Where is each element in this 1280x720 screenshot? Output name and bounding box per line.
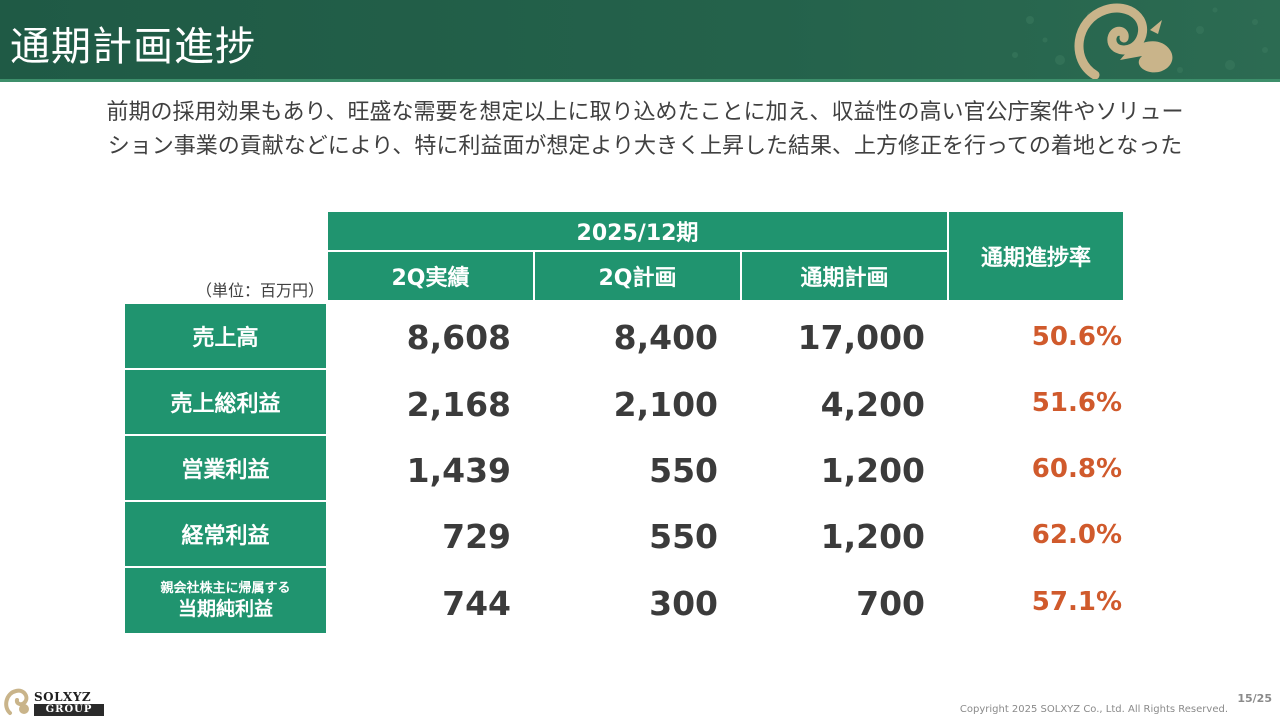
unit-label: （単位：百万円）	[196, 281, 325, 300]
page-number: 15/25	[1237, 692, 1272, 705]
row-label-ordinary-profit: 経常利益	[125, 502, 326, 566]
copyright: Copyright 2025 SOLXYZ Co., Ltd. All Righ…	[959, 704, 1228, 715]
cell-gross-plan-full: 4,200	[820, 385, 925, 424]
lead-line-2: ション事業の貢献などにより、特に利益面が想定より大きく上昇した結果、上方修正を行…	[107, 134, 1183, 159]
cell-operating-rate: 60.8%	[1031, 454, 1122, 484]
logo-group: GROUP	[34, 704, 104, 716]
cell-net-actual: 744	[442, 584, 511, 623]
cell-ordinary-plan-full: 1,200	[820, 517, 925, 556]
cell-net-rate: 57.1%	[1031, 587, 1122, 617]
company-logo: SOLXYZ GROUP	[4, 687, 104, 717]
cell-net-plan2q: 300	[649, 584, 718, 623]
column-header-progress-rate: 通期進捗率	[949, 212, 1123, 300]
row-label-operating-profit: 営業利益	[125, 436, 326, 500]
column-header-2q-actual: 2Q実績	[328, 252, 533, 300]
cell-gross-actual: 2,168	[406, 385, 511, 424]
header-decoration-icon	[1012, 3, 1268, 79]
row-label-net-profit-prefix: 親会社株主に帰属する	[160, 581, 291, 596]
cell-operating-actual: 1,439	[406, 451, 511, 490]
column-header-2q-plan: 2Q計画	[535, 252, 740, 300]
slide-header: 通期計画進捗	[0, 0, 1280, 82]
cell-sales-plan2q: 8,400	[613, 318, 718, 357]
row-label-sales: 売上高	[125, 304, 326, 368]
cell-operating-plan2q: 550	[649, 451, 718, 490]
cell-net-plan-full: 700	[856, 584, 925, 623]
cell-ordinary-plan2q: 550	[649, 517, 718, 556]
page-title: 通期計画進捗	[10, 24, 256, 70]
cell-ordinary-actual: 729	[442, 517, 511, 556]
row-label-gross-profit: 売上総利益	[125, 370, 326, 434]
row-label-net-profit-main: 当期純利益	[177, 598, 273, 620]
lead-line-1: 前期の採用効果もあり、旺盛な需要を想定以上に取り込めたことに加え、収益性の高い官…	[106, 100, 1184, 125]
row-label-net-profit: 親会社株主に帰属する 当期純利益	[125, 568, 326, 633]
cell-sales-actual: 8,608	[406, 318, 511, 357]
cell-ordinary-rate: 62.0%	[1031, 520, 1122, 550]
cell-sales-rate: 50.6%	[1031, 322, 1122, 352]
column-header-full-plan: 通期計画	[742, 252, 947, 300]
logo-mark-icon	[4, 688, 29, 715]
period-header: 2025/12期	[328, 212, 947, 250]
cell-operating-plan-full: 1,200	[820, 451, 925, 490]
cell-gross-plan2q: 2,100	[613, 385, 718, 424]
cell-sales-plan-full: 17,000	[797, 318, 925, 357]
lead-text: 前期の採用効果もあり、旺盛な需要を想定以上に取り込めたことに加え、収益性の高い官…	[30, 96, 1260, 164]
logo-name: SOLXYZ	[34, 690, 92, 704]
cell-gross-rate: 51.6%	[1031, 388, 1122, 418]
